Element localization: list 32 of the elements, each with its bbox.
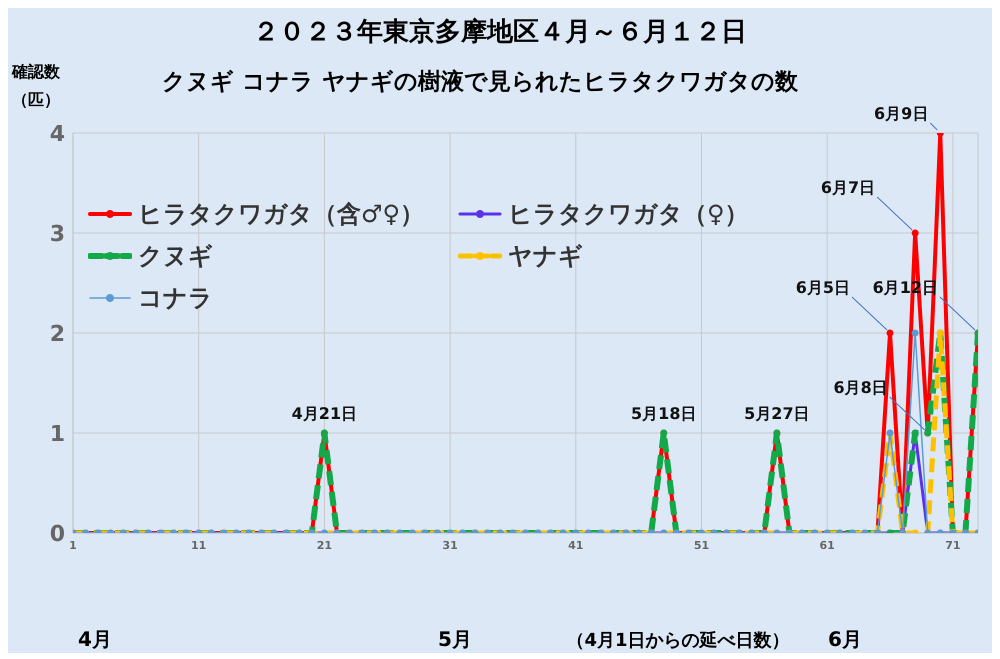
x-tick-label: 71 bbox=[945, 538, 961, 552]
y-tick-label: 1 bbox=[50, 422, 65, 447]
legend-label: ヒラタクワガタ（含♂♀） bbox=[137, 199, 426, 230]
legend-label: ヤナギ bbox=[507, 241, 584, 272]
y-tick-label: 3 bbox=[50, 222, 65, 247]
y-tick-label: 2 bbox=[50, 322, 65, 347]
text: 6月 bbox=[828, 626, 862, 653]
text: 5月 bbox=[438, 626, 472, 653]
x-tick-label: 1 bbox=[69, 538, 77, 552]
y-axis-title: 確認数（匹） bbox=[12, 61, 61, 111]
x-tick-label: 41 bbox=[568, 538, 584, 552]
annotation: 6月9日 bbox=[874, 104, 928, 123]
x-axis-title: （4月1日からの延べ日数） bbox=[565, 629, 791, 652]
text: 4月 bbox=[78, 626, 112, 653]
x-tick-label: 61 bbox=[820, 538, 835, 552]
x-tick-label: 51 bbox=[694, 538, 710, 552]
chart-title: ２０２３年東京多摩地区４月～６月１２日 bbox=[252, 16, 748, 49]
x-tick-label: 11 bbox=[191, 538, 206, 552]
annotation: 4月21日 bbox=[292, 404, 358, 423]
annotation: 6月7日 bbox=[820, 178, 876, 197]
annotation: 5月27日 bbox=[744, 404, 810, 423]
annotation: 6月5日 bbox=[796, 278, 850, 297]
chart-subtitle: クヌギ コナラ ヤナギの樹液で見られたヒラタクワガタの数 bbox=[160, 68, 799, 97]
annotation: 6月8日 bbox=[833, 378, 888, 397]
x-tick-label: 21 bbox=[316, 538, 332, 552]
y-tick-label: 4 bbox=[50, 122, 65, 147]
annotation: 5月18日 bbox=[631, 404, 696, 423]
legend-label: コナラ bbox=[137, 283, 214, 314]
x-tick-label: 31 bbox=[442, 538, 458, 552]
y-tick-label: 0 bbox=[50, 522, 65, 547]
legend-label: ヒラタクワガタ（♀） bbox=[507, 199, 750, 230]
legend-label: クヌギ bbox=[137, 241, 214, 272]
